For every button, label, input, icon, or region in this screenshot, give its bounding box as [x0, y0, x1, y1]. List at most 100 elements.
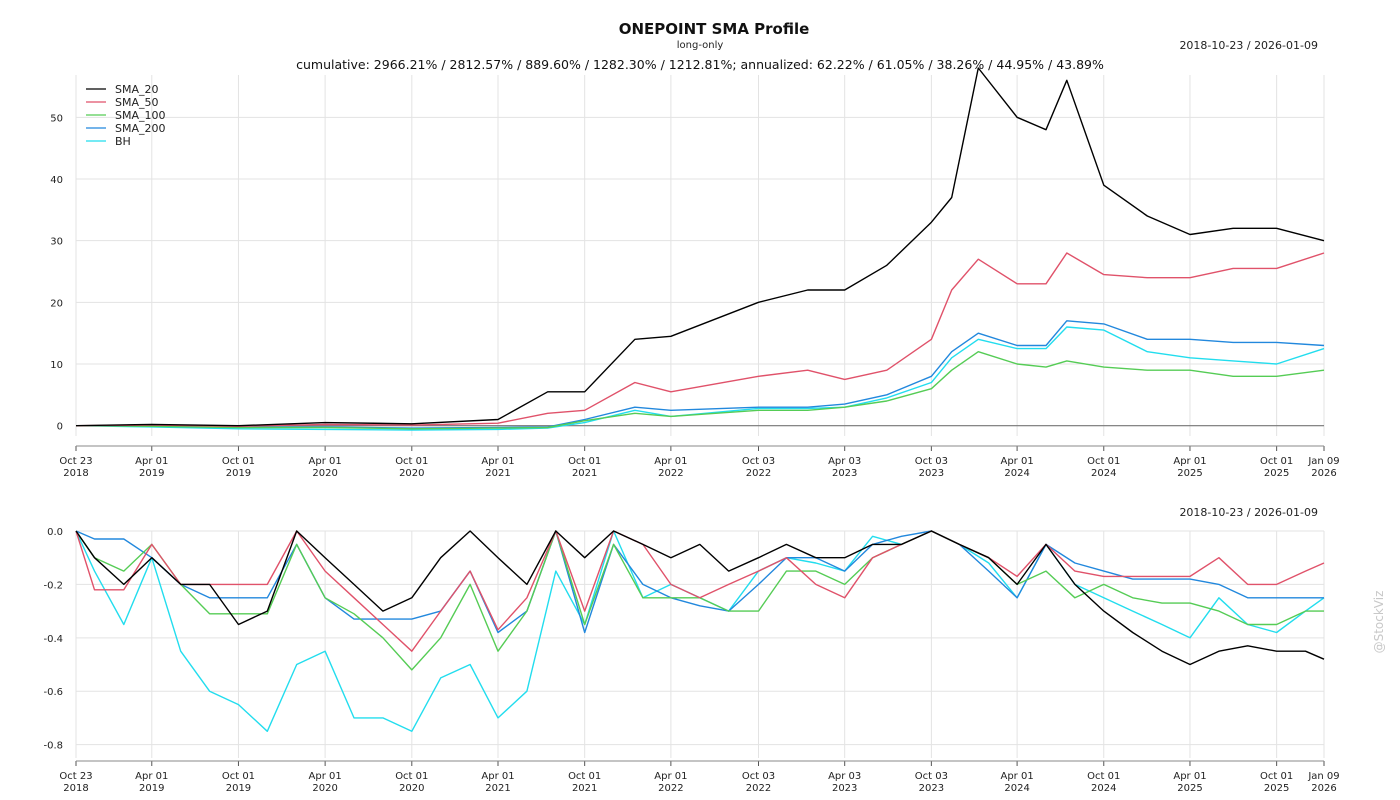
series-line-sma-100	[75, 530, 1324, 671]
x-tick-label: Oct 01	[568, 771, 601, 782]
x-tick-year: 2025	[1177, 468, 1202, 479]
x-tick-label: Apr 01	[481, 771, 514, 782]
x-tick-year: 2025	[1264, 468, 1289, 479]
x-tick-year: 2021	[572, 468, 597, 479]
y-tick-label: 40	[50, 175, 63, 186]
y-tick-label: -0.6	[43, 687, 63, 698]
x-tick-label: Apr 03	[828, 771, 861, 782]
x-tick-label: Oct 01	[1087, 456, 1120, 467]
x-tick-label: Apr 01	[1173, 456, 1206, 467]
x-tick-year: 2020	[312, 468, 337, 479]
series-line-sma-50	[75, 530, 1325, 652]
series-line-sma-20	[75, 67, 1325, 427]
x-tick-label: Oct 01	[395, 771, 428, 782]
x-tick-year: 2024	[1004, 468, 1029, 479]
x-tick-label: Oct 03	[915, 771, 948, 782]
x-tick-year: 2024	[1091, 783, 1116, 794]
x-tick-label: Jan 09	[1307, 771, 1339, 782]
x-tick-year: 2020	[399, 783, 424, 794]
x-tick-year: 2019	[226, 783, 251, 794]
x-tick-year: 2019	[139, 783, 164, 794]
x-tick-label: Oct 03	[742, 456, 775, 467]
x-tick-label: Apr 01	[135, 771, 168, 782]
x-tick-label: Apr 01	[309, 771, 342, 782]
y-tick-label: 20	[50, 298, 63, 309]
x-tick-year: 2021	[485, 783, 510, 794]
series-line-sma-200	[75, 530, 1324, 634]
x-tick-year: 2023	[919, 783, 944, 794]
x-tick-year: 2018	[63, 468, 88, 479]
x-tick-year: 2021	[485, 468, 510, 479]
y-tick-label: 30	[50, 237, 63, 248]
x-tick-label: Apr 01	[1000, 456, 1033, 467]
x-tick-label: Apr 01	[135, 456, 168, 467]
series-line-sma-100	[75, 351, 1325, 430]
series-line-sma-50	[75, 252, 1325, 427]
x-tick-label: Apr 01	[1000, 771, 1033, 782]
x-tick-label: Oct 01	[222, 771, 255, 782]
y-tick-label: 0.0	[47, 527, 63, 538]
x-tick-year: 2020	[312, 783, 337, 794]
chart-subtitle: long-only	[677, 40, 724, 51]
legend-label: SMA_200	[115, 122, 166, 135]
y-tick-label: -0.2	[43, 580, 63, 591]
legend-label: SMA_20	[115, 83, 159, 96]
y-tick-label: 0	[57, 422, 63, 433]
x-tick-year: 2021	[572, 783, 597, 794]
x-tick-label: Oct 23	[59, 771, 92, 782]
x-tick-label: Apr 01	[309, 456, 342, 467]
legend-label: BH	[115, 135, 131, 148]
x-tick-year: 2020	[399, 468, 424, 479]
bottom-date-range: 2018-10-23 / 2026-01-09	[1179, 506, 1318, 519]
x-tick-label: Oct 01	[222, 456, 255, 467]
x-tick-label: Oct 03	[742, 771, 775, 782]
x-tick-year: 2023	[832, 783, 857, 794]
x-tick-year: 2019	[226, 468, 251, 479]
x-tick-year: 2024	[1004, 783, 1029, 794]
x-tick-year: 2018	[63, 783, 88, 794]
series-line-bh	[75, 530, 1325, 732]
x-tick-label: Oct 01	[1260, 456, 1293, 467]
x-tick-label: Oct 01	[1260, 771, 1293, 782]
x-tick-year: 2025	[1177, 783, 1202, 794]
y-tick-label: -0.8	[43, 741, 63, 752]
chart-title: ONEPOINT SMA Profile	[619, 20, 810, 38]
y-tick-label: 50	[50, 113, 63, 124]
series-line-sma-20	[75, 530, 1325, 666]
x-tick-year: 2022	[746, 783, 771, 794]
x-tick-year: 2022	[746, 468, 771, 479]
x-tick-label: Apr 01	[654, 456, 687, 467]
watermark: @StockViz	[1372, 591, 1386, 654]
x-tick-year: 2023	[919, 468, 944, 479]
x-tick-label: Oct 23	[59, 456, 92, 467]
x-tick-year: 2022	[658, 468, 683, 479]
x-tick-year: 2022	[658, 783, 683, 794]
x-tick-label: Oct 03	[915, 456, 948, 467]
y-tick-label: -0.4	[43, 634, 63, 645]
x-tick-year: 2026	[1311, 783, 1336, 794]
top-date-range: 2018-10-23 / 2026-01-09	[1179, 39, 1318, 52]
chart-stats: cumulative: 2966.21% / 2812.57% / 889.60…	[296, 57, 1104, 72]
series-line-sma-200	[76, 320, 1325, 429]
x-tick-label: Jan 09	[1307, 456, 1339, 467]
x-tick-label: Apr 01	[1173, 771, 1206, 782]
x-tick-year: 2024	[1091, 468, 1116, 479]
x-tick-label: Oct 01	[395, 456, 428, 467]
y-tick-label: 10	[50, 360, 63, 371]
x-tick-label: Apr 03	[828, 456, 861, 467]
x-tick-year: 2019	[139, 468, 164, 479]
x-tick-year: 2026	[1311, 468, 1336, 479]
legend-label: SMA_50	[115, 96, 159, 109]
x-tick-label: Oct 01	[568, 456, 601, 467]
x-tick-label: Apr 01	[654, 771, 687, 782]
legend-label: SMA_100	[115, 109, 166, 122]
series-line-bh	[75, 326, 1325, 431]
x-tick-label: Oct 01	[1087, 771, 1120, 782]
x-tick-year: 2025	[1264, 783, 1289, 794]
x-tick-label: Apr 01	[481, 456, 514, 467]
x-tick-year: 2023	[832, 468, 857, 479]
